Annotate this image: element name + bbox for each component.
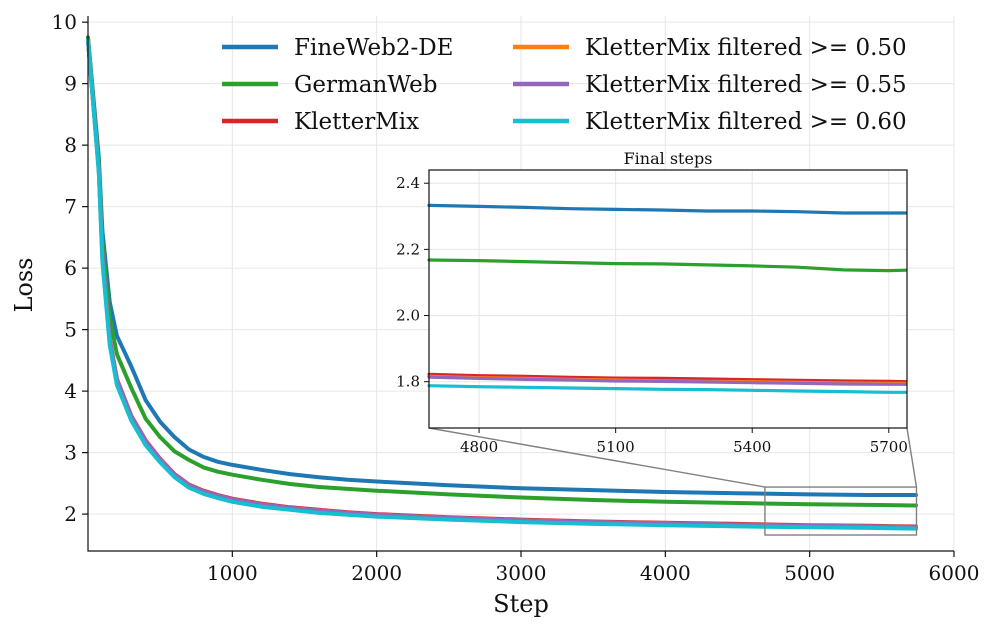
inset-line-klettermix: [427, 372, 908, 384]
legend-item-fineweb2-de: FineWeb2-DE: [222, 35, 453, 61]
series-line-fineweb2-de: [86, 35, 918, 497]
legend-label: KletterMix filtered >= 0.50: [585, 35, 907, 61]
legend: FineWeb2-DE GermanWeb KletterMix KletterMix…: [222, 35, 907, 135]
y-tick-label: 7: [64, 195, 77, 219]
legend-item-klettermix-filtered-0-60: KletterMix filtered >= 0.60: [513, 109, 907, 135]
series-line-klettermix-filtered-0-60: [86, 38, 918, 531]
y-tick-label: 10: [52, 10, 77, 34]
inset-y-tick-label: 2.4: [396, 174, 420, 192]
legend-item-klettermix-filtered-0-50: KletterMix filtered >= 0.50: [513, 35, 907, 61]
legend-label: FineWeb2-DE: [294, 35, 453, 61]
inset-y-tick-label: 1.8: [396, 373, 420, 391]
axes: [82, 16, 955, 557]
x-tick-label: 3000: [496, 561, 547, 585]
zoom-connector-left: [428, 427, 766, 488]
inset-y-tick-label: 2.0: [396, 307, 420, 325]
y-tick-label: 5: [64, 318, 77, 342]
legend-item-germanweb: GermanWeb: [222, 72, 437, 98]
y-tick-label: 4: [64, 379, 77, 403]
x-tick-label: 6000: [929, 561, 980, 585]
y-tick-label: 6: [64, 256, 77, 280]
inset-title: Final steps: [624, 149, 713, 168]
y-tick-label: 9: [64, 72, 77, 96]
inset-x-tick-label: 5100: [597, 438, 635, 456]
series-lines: [86, 35, 918, 531]
inset-line-klettermix-filtered-0-60: [427, 384, 908, 394]
x-axis-title: Step: [493, 590, 549, 618]
zoom-connector-right: [906, 427, 918, 488]
x-tick-label: 2000: [351, 561, 402, 585]
inset-line-klettermix-filtered-0-55: [427, 375, 908, 386]
x-tick-label: 4000: [640, 561, 691, 585]
inset-series-lines: [427, 203, 908, 394]
legend-item-klettermix-filtered-0-55: KletterMix filtered >= 0.55: [513, 72, 907, 98]
y-tick-label: 8: [64, 133, 77, 157]
y-axis-title: Loss: [10, 257, 38, 312]
legend-item-klettermix: KletterMix: [222, 109, 419, 135]
inset-x-tick-label: 4800: [460, 438, 498, 456]
inset-x-tick-label: 5400: [733, 438, 771, 456]
tick-labels: 1000 2000 3000 4000 5000 6000 2 3 4 5 6 7 8 9 10: [52, 10, 980, 585]
legend-label: KletterMix filtered >= 0.60: [585, 109, 907, 135]
x-tick-label: 5000: [784, 561, 835, 585]
legend-label: KletterMix: [294, 109, 419, 135]
inset-y-tick-label: 2.2: [396, 240, 420, 258]
series-line-germanweb: [86, 35, 918, 508]
y-tick-label: 3: [64, 441, 77, 465]
zoom-rectangle: [764, 486, 918, 536]
zoom-indicator: [428, 427, 918, 536]
inset-x-tick-label: 5700: [870, 438, 908, 456]
legend-label: KletterMix filtered >= 0.55: [585, 72, 907, 98]
inset-line-fineweb2-de: [427, 203, 908, 215]
inset-frame: [428, 169, 908, 429]
inset-line-germanweb: [427, 258, 908, 273]
x-tick-label: 1000: [207, 561, 258, 585]
inset-tick-labels: 4800 5100 5400 5700 1.8 2.0 2.2 2.4: [396, 174, 908, 456]
y-tick-label: 2: [64, 502, 77, 526]
inset-chart: 4800 5100 5400 5700 1.8 2.0 2.2 2.4 Final steps: [396, 149, 908, 456]
legend-label: GermanWeb: [294, 72, 437, 98]
